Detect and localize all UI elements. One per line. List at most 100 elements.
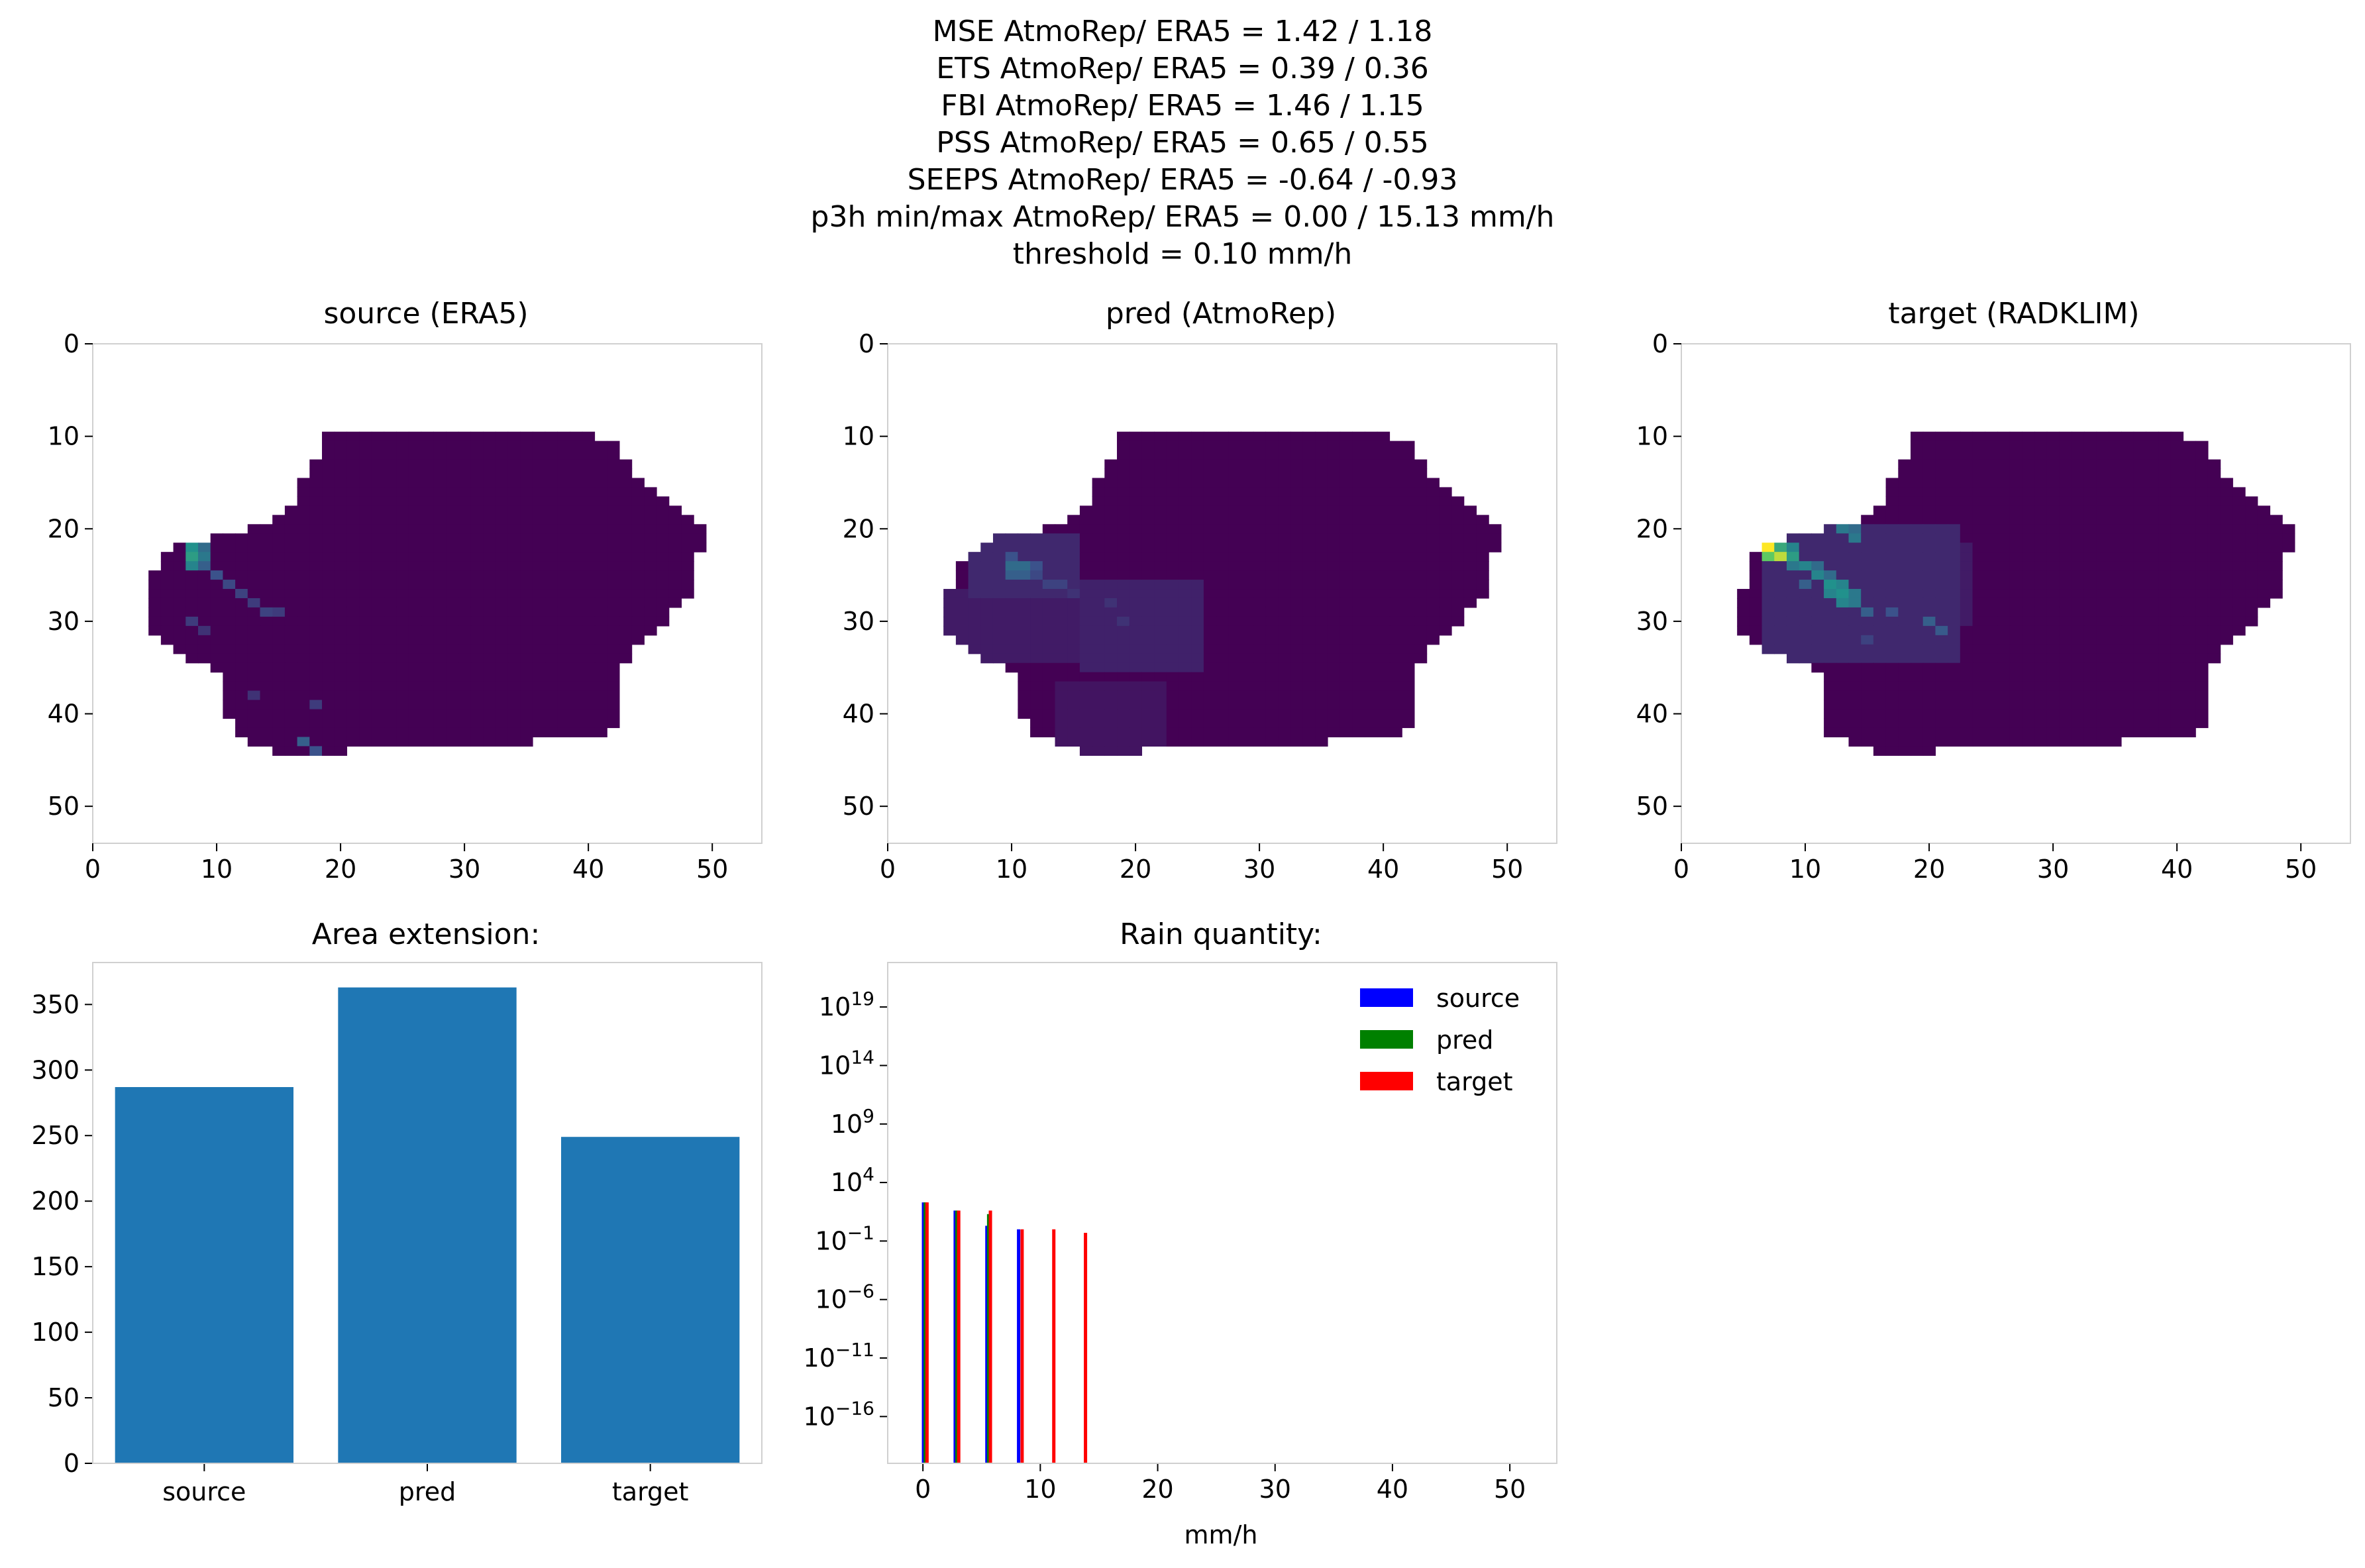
heatmap-cell [1898,727,1911,738]
heatmap-cell [1414,635,1428,645]
heatmap-cell [2257,570,2271,580]
heatmap-cell [980,616,994,627]
heatmap-cell [1092,515,1105,525]
heatmap-cell [1985,496,1998,506]
heatmap-cell [2170,700,2184,710]
heatmap-cell [1848,524,1862,534]
heatmap-cell [631,625,645,636]
heatmap-cell [668,580,682,590]
heatmap-cell [1315,709,1328,719]
heatmap-cell [1216,459,1229,470]
heatmap-cell [1154,662,1167,673]
heatmap-cell [433,662,447,673]
heatmap-cell [1129,589,1143,599]
heatmap-cell [1302,450,1316,460]
heatmap-cell [1179,524,1192,534]
heatmap-cell [396,662,409,673]
heatmap-cell [1340,718,1353,729]
heatmap-cell [322,570,335,580]
heatmap-cell [2158,644,2172,654]
heatmap-cell [1216,505,1229,515]
heatmap-cell [2170,709,2184,719]
heatmap-cell [1117,653,1130,664]
heatmap-cell [668,552,682,562]
heatmap-cell [1389,478,1402,488]
heatmap-cell [1079,552,1093,562]
heatmap-cell [2059,570,2072,580]
heatmap-cell [607,718,620,729]
heatmap-cell [247,672,261,682]
heatmap-cell [2195,662,2209,673]
heatmap-cell [2220,552,2233,562]
heatmap-cell [520,505,533,515]
heatmap-cell [210,580,223,590]
heatmap-cell [644,589,657,599]
heatmap-cell [1228,644,1241,654]
heatmap-cell [247,727,261,738]
heatmap-cell [1129,598,1143,608]
heatmap-cell [1935,644,1948,654]
heatmap-cell [1948,616,1961,627]
heatmap-cell [446,718,459,729]
heatmap-cell [2233,589,2246,599]
heatmap-cell [1352,681,1365,692]
heatmap-cell [1352,441,1365,451]
heatmap-cell [2121,681,2134,692]
heatmap-cell [446,690,459,701]
heatmap-cell [297,616,310,627]
heatmap-cell [1948,700,1961,710]
heatmap-cell [1302,681,1316,692]
heatmap-cell [507,644,521,654]
heatmap-cell [210,561,223,571]
heatmap-cell [570,607,583,617]
heatmap-cell [1935,533,1948,543]
heatmap-cell [607,487,620,497]
heatmap-cell [1302,561,1316,571]
heatmap-cell [1389,690,1402,701]
heatmap-cell [309,700,323,710]
heatmap-cell [396,672,409,682]
heatmap-cell [495,727,509,738]
heatmap-cell [1079,570,1093,580]
heatmap-cell [334,672,348,682]
heatmap-cell [433,505,447,515]
heatmap-cell [1018,589,1031,599]
heatmap-cell [1824,598,1837,608]
heatmap-cell [2109,737,2122,747]
heatmap-cell [1216,533,1229,543]
heatmap-cell [2133,598,2146,608]
heatmap-cell [2121,616,2134,627]
heatmap-cell [1117,737,1130,747]
heatmap-cell [470,737,484,747]
heatmap-cell [1935,690,1948,701]
heatmap-cell [359,515,372,525]
heatmap-cell [1340,431,1353,442]
heatmap-cell [247,700,261,710]
heatmap-cell [2022,625,2035,636]
heatmap-cell [1935,727,1948,738]
heatmap-cell [1129,681,1143,692]
heatmap-cell [260,644,273,654]
heatmap-cell [594,662,607,673]
heatmap-cell [1104,570,1118,580]
heatmap-cell [594,589,607,599]
heatmap-cell [1365,505,1378,515]
heatmap-cell [1092,746,1105,756]
heatmap-cell [433,718,447,729]
heatmap-cell [1042,589,1056,599]
heatmap-cell [1079,561,1093,571]
heatmap-cell [384,616,397,627]
heatmap-cell [2109,662,2122,673]
heatmap-cell [446,672,459,682]
heatmap-cell [1265,635,1279,645]
heatmap-cell [1922,737,1936,747]
heatmap-cell [1414,487,1428,497]
heatmap-cell [1079,653,1093,664]
heatmap-cell [1216,737,1229,747]
heatmap-cell [1228,496,1241,506]
heatmap-cell [1179,690,1192,701]
heatmap-cell [1885,580,1899,590]
heatmap-cell [1389,543,1402,552]
heatmap-cell [1935,496,1948,506]
heatmap-cell [545,672,558,682]
